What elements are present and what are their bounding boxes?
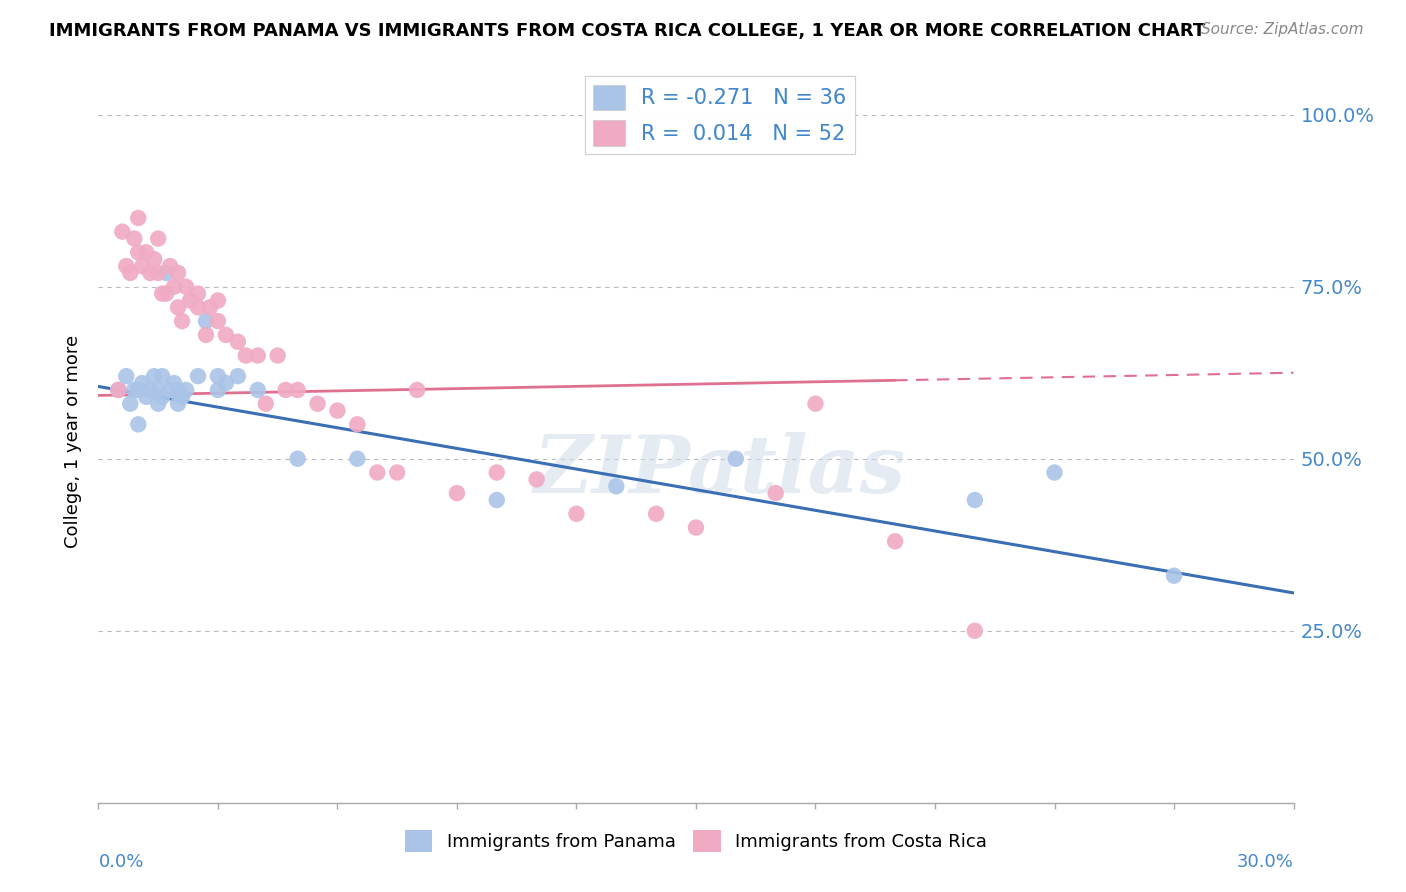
Point: [143, 369, 166, 384]
Point: [159, 259, 181, 273]
Point: [254, 397, 277, 411]
Point: [131, 376, 153, 390]
Point: [155, 286, 177, 301]
Point: [724, 451, 747, 466]
Point: [195, 327, 218, 342]
Legend: R = -0.271   N = 36, R =  0.014   N = 52: R = -0.271 N = 36, R = 0.014 N = 52: [585, 76, 855, 154]
Point: [167, 397, 190, 411]
Point: [187, 286, 209, 301]
Point: [172, 314, 194, 328]
Point: [804, 397, 827, 411]
Point: [765, 486, 787, 500]
Point: [159, 383, 181, 397]
Point: [287, 383, 309, 397]
Point: [1163, 568, 1185, 582]
Point: [115, 259, 138, 273]
Point: [207, 383, 229, 397]
Point: [135, 390, 157, 404]
Point: [127, 245, 149, 260]
Point: [267, 349, 290, 363]
Point: [565, 507, 588, 521]
Point: [115, 369, 138, 384]
Y-axis label: College, 1 year or more: College, 1 year or more: [65, 335, 83, 548]
Point: [485, 493, 508, 508]
Point: [143, 252, 166, 267]
Point: [127, 383, 149, 397]
Text: ZIPatlas: ZIPatlas: [534, 432, 905, 509]
Text: 30.0%: 30.0%: [1237, 854, 1294, 871]
Point: [605, 479, 627, 493]
Point: [174, 279, 197, 293]
Point: [215, 376, 238, 390]
Text: 0.0%: 0.0%: [98, 854, 143, 871]
Point: [148, 397, 170, 411]
Point: [150, 369, 173, 384]
Text: Source: ZipAtlas.com: Source: ZipAtlas.com: [1201, 22, 1364, 37]
Point: [148, 231, 170, 245]
Point: [139, 266, 162, 280]
Point: [207, 314, 229, 328]
Point: [207, 369, 229, 384]
Point: [226, 369, 249, 384]
Point: [174, 383, 197, 397]
Point: [215, 327, 238, 342]
Point: [346, 451, 368, 466]
Point: [346, 417, 368, 432]
Point: [107, 383, 129, 397]
Point: [127, 211, 149, 225]
Point: [198, 301, 221, 315]
Point: [187, 301, 209, 315]
Point: [307, 397, 329, 411]
Point: [326, 403, 349, 417]
Point: [135, 245, 157, 260]
Point: [366, 466, 388, 480]
Point: [124, 231, 146, 245]
Point: [139, 383, 162, 397]
Point: [884, 534, 907, 549]
Point: [207, 293, 229, 308]
Point: [246, 349, 269, 363]
Point: [446, 486, 468, 500]
Point: [148, 266, 170, 280]
Text: IMMIGRANTS FROM PANAMA VS IMMIGRANTS FROM COSTA RICA COLLEGE, 1 YEAR OR MORE COR: IMMIGRANTS FROM PANAMA VS IMMIGRANTS FRO…: [49, 22, 1205, 40]
Point: [172, 390, 194, 404]
Point: [287, 451, 309, 466]
Point: [485, 466, 508, 480]
Point: [111, 225, 134, 239]
Point: [150, 286, 173, 301]
Point: [124, 383, 146, 397]
Point: [167, 301, 190, 315]
Point: [120, 266, 142, 280]
Point: [645, 507, 668, 521]
Point: [107, 383, 129, 397]
Point: [963, 493, 986, 508]
Point: [235, 349, 257, 363]
Point: [226, 334, 249, 349]
Point: [179, 293, 201, 308]
Point: [385, 466, 409, 480]
Point: [150, 390, 173, 404]
Point: [148, 383, 170, 397]
Point: [1043, 466, 1066, 480]
Point: [131, 259, 153, 273]
Point: [246, 383, 269, 397]
Point: [274, 383, 297, 397]
Point: [963, 624, 986, 638]
Point: [685, 520, 707, 534]
Point: [163, 376, 186, 390]
Point: [155, 266, 177, 280]
Point: [127, 417, 149, 432]
Point: [526, 472, 548, 486]
Point: [195, 314, 218, 328]
Point: [163, 279, 186, 293]
Point: [167, 266, 190, 280]
Point: [187, 369, 209, 384]
Point: [120, 397, 142, 411]
Point: [406, 383, 429, 397]
Point: [167, 383, 190, 397]
